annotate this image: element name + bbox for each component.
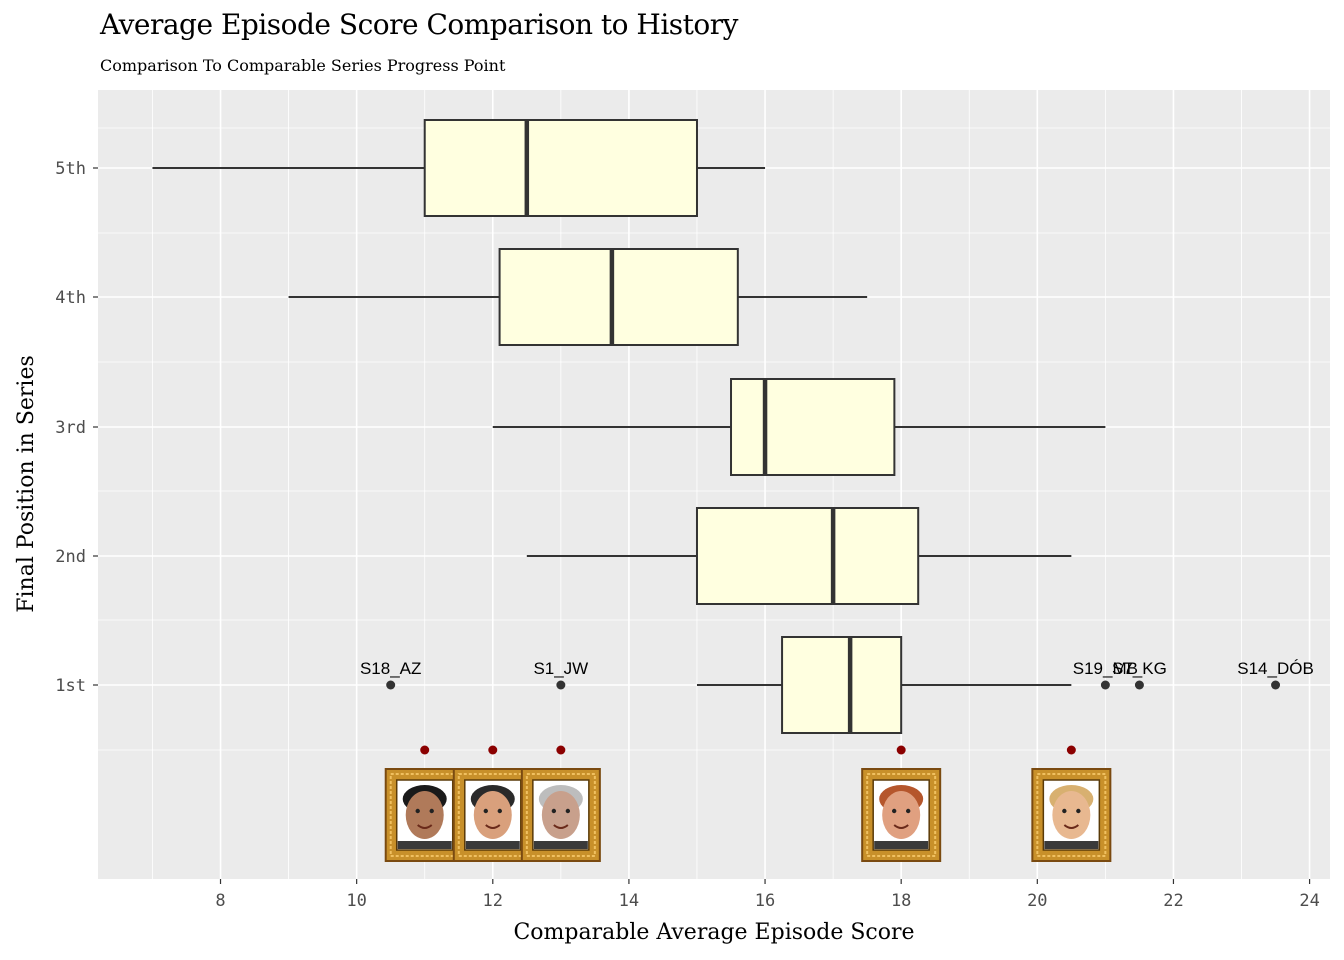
mouth <box>485 824 501 829</box>
portrait-icon <box>452 768 533 862</box>
portraits <box>384 768 1112 862</box>
face <box>541 791 580 839</box>
eye <box>429 808 434 814</box>
chart-title: Average Episode Score Comparison to Hist… <box>100 8 738 41</box>
x-tick-label: 16 <box>755 891 775 911</box>
shoulders <box>1044 841 1099 849</box>
eye <box>551 808 557 814</box>
outlier-point <box>556 680 566 690</box>
portrait-icon <box>520 768 601 862</box>
mouth <box>1063 824 1080 829</box>
x-tick-label: 8 <box>215 891 225 911</box>
chart-subtitle: Comparison To Comparable Series Progress… <box>100 56 506 75</box>
current-point <box>896 745 906 755</box>
current-point <box>488 745 498 755</box>
outlier-label: S19_MB <box>1073 659 1138 678</box>
box-1st <box>696 636 1072 734</box>
x-axis: 8 10 12 14 16 18 20 22 24 <box>215 879 1320 911</box>
box-body <box>423 119 698 217</box>
y-tick-label: 5th <box>55 159 86 179</box>
eye <box>483 808 488 814</box>
outlier-point <box>1271 680 1281 690</box>
x-tick-label: 18 <box>891 891 911 911</box>
box-5th <box>152 119 766 217</box>
x-tick-label: 22 <box>1163 891 1183 911</box>
x-tick-label: 14 <box>619 891 639 911</box>
face <box>405 791 444 839</box>
eye <box>565 808 571 814</box>
boxes <box>152 119 1106 734</box>
outlier-label: S1_JW <box>533 659 588 678</box>
x-tick-label: 24 <box>1299 891 1319 911</box>
plot-panel <box>98 90 1330 879</box>
box-2nd <box>526 507 1072 605</box>
shoulders <box>397 841 452 849</box>
grid-minor <box>98 90 1330 879</box>
y-axis-title: Final Position in Series <box>14 355 39 613</box>
box-4th <box>288 248 868 346</box>
y-tick-label: 2nd <box>55 547 86 567</box>
eye <box>415 808 420 814</box>
shoulders <box>465 841 520 849</box>
outlier-point <box>1134 680 1144 690</box>
portrait-icon <box>1031 768 1112 862</box>
x-tick-label: 10 <box>346 891 366 911</box>
current-point <box>420 745 430 755</box>
outlier-point <box>386 680 396 690</box>
current-point <box>1066 745 1076 755</box>
shoulders <box>874 841 929 849</box>
portrait-icon <box>861 768 942 862</box>
face <box>473 791 512 839</box>
outlier-point <box>1100 680 1110 690</box>
portrait-icon <box>384 768 465 862</box>
box-body <box>730 378 896 476</box>
outlier-label: S14_DÓB <box>1237 659 1314 678</box>
mouth <box>417 824 433 829</box>
eye <box>1062 808 1067 814</box>
y-tick-label: 3rd <box>55 418 86 438</box>
box-body <box>781 636 903 734</box>
box-body <box>695 507 920 605</box>
current-contestants <box>420 745 1076 755</box>
x-tick-label: 12 <box>483 891 503 911</box>
eye <box>497 808 502 814</box>
y-axis: 5th 4th 3rd 2nd 1st <box>55 159 98 696</box>
eye <box>905 808 911 814</box>
face <box>1052 791 1091 839</box>
current-point <box>556 745 566 755</box>
mouth <box>553 824 569 829</box>
outlier-label: S7_KG <box>1112 659 1167 678</box>
eye <box>891 808 897 814</box>
box-3rd <box>492 378 1106 476</box>
y-tick-label: 1st <box>55 676 86 696</box>
eye <box>1076 808 1081 814</box>
y-tick-label: 4th <box>55 288 86 308</box>
mouth <box>893 824 909 829</box>
box-body <box>498 248 739 346</box>
outlier-label: S18_AZ <box>360 659 421 678</box>
x-axis-title: Comparable Average Episode Score <box>513 920 914 945</box>
x-tick-label: 20 <box>1027 891 1047 911</box>
face <box>882 791 921 839</box>
shoulders <box>533 841 588 849</box>
